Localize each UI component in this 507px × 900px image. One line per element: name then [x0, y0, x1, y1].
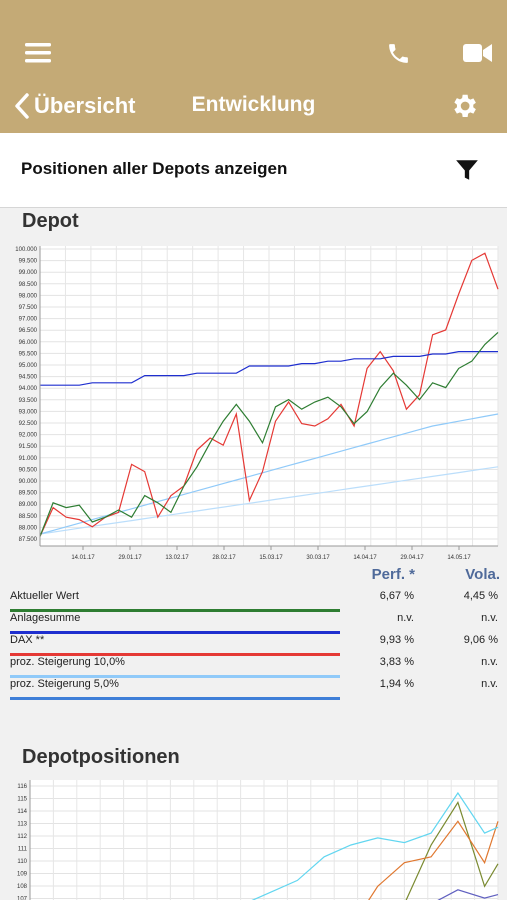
phone-icon[interactable]: [384, 39, 412, 67]
series-line: [39, 252, 499, 537]
legend-name: proz. Steigerung 10,0%: [10, 656, 125, 668]
x-tick-label: 15.03.17: [259, 555, 283, 561]
x-tick-label: 14.01.17: [71, 555, 95, 561]
x-tick-label: 28.02.17: [212, 555, 236, 561]
y-tick-label: 95.500: [19, 351, 38, 357]
y-tick-label: 113: [17, 822, 27, 828]
legend-name: proz. Steigerung 5,0%: [10, 678, 119, 690]
y-tick-label: 116: [17, 784, 27, 790]
depot-chart: 100.000 99.500 99.000 98.500 98.000 97.500 97.…: [15, 246, 499, 561]
legend-vola: n.v.: [481, 612, 498, 624]
x-tick-label: 29.04.17: [400, 555, 424, 561]
series-line: [40, 350, 498, 386]
y-tick-label: 100.000: [15, 247, 37, 253]
y-tick-label: 95.000: [19, 363, 38, 369]
y-tick-label: 114: [17, 809, 27, 815]
menu-icon[interactable]: [24, 40, 52, 66]
legend-row: proz. Steigerung 5,0%: [10, 678, 340, 700]
y-tick-label: 90.500: [19, 467, 38, 473]
y-tick-label: 87.500: [19, 537, 38, 543]
legend-swatch: [10, 697, 340, 700]
y-tick-label: 92.500: [19, 421, 38, 427]
y-tick-label: 108: [17, 884, 28, 890]
app-header: Übersicht Entwicklung: [0, 0, 507, 133]
y-tick-label: 89.500: [19, 491, 38, 497]
legend-swatch: [10, 609, 340, 612]
legend-vola: n.v.: [481, 678, 498, 690]
content-area: Depot 100.000 99.500 99.000 98.500 98.000 97.…: [0, 208, 507, 900]
positions-title: Depotpositionen: [22, 746, 180, 768]
series-line: [39, 331, 499, 537]
y-tick-label: 97.500: [19, 305, 38, 311]
video-icon[interactable]: [462, 40, 494, 66]
col-vola-header: Vola.: [465, 566, 500, 583]
filter-label: Positionen aller Depots anzeigen: [21, 159, 288, 178]
y-tick-label: 94.000: [19, 386, 38, 392]
series-line: [405, 800, 499, 900]
depot-title: Depot: [22, 210, 79, 232]
gear-icon[interactable]: [448, 90, 480, 122]
y-tick-label: 112: [17, 834, 27, 840]
legend-perf: 9,93 %: [379, 634, 414, 646]
positions-chart: 116 115 114 113 112 111 110 109 108 107: [17, 780, 499, 900]
legend-name: Anlagesumme: [10, 612, 81, 624]
x-tick-label: 14.05.17: [447, 555, 471, 561]
back-label: Übersicht: [34, 93, 136, 118]
y-tick-label: 99.000: [19, 270, 38, 276]
legend-row: Aktueller Wert: [10, 590, 340, 612]
x-tick-label: 30.03.17: [306, 555, 330, 561]
legend-perf: 6,67 %: [379, 590, 414, 602]
y-tick-label: 96.500: [19, 328, 38, 334]
legend-perf: 3,83 %: [379, 656, 414, 668]
y-tick-label: 90.000: [19, 479, 38, 485]
y-tick-label: 91.000: [19, 456, 38, 462]
legend-row: Anlagesumme: [10, 612, 340, 634]
y-tick-label: 115: [17, 797, 27, 803]
legend-perf: 1,94 %: [379, 678, 414, 690]
y-tick-label: 91.500: [19, 444, 38, 450]
y-tick-label: 97.000: [19, 317, 38, 323]
x-tick-label: 13.02.17: [165, 555, 189, 561]
legend-vola: 4,45 %: [463, 590, 498, 602]
legend-swatch: [10, 675, 340, 678]
y-tick-label: 93.000: [19, 409, 38, 415]
y-tick-label: 92.000: [19, 433, 38, 439]
legend-row: DAX **: [10, 634, 340, 656]
legend-vola: n.v.: [481, 656, 498, 668]
legend-swatch: [10, 653, 340, 656]
x-tick-label: 14.04.17: [353, 555, 377, 561]
col-perf-header: Perf. *: [371, 566, 415, 583]
y-tick-label: 110: [17, 859, 27, 865]
y-tick-label: 111: [18, 847, 28, 853]
y-tick-label: 98.000: [19, 293, 38, 299]
filter-icon[interactable]: [452, 155, 482, 185]
y-tick-label: 99.500: [19, 259, 38, 265]
filter-bar[interactable]: Positionen aller Depots anzeigen: [0, 133, 507, 208]
series-line: [251, 791, 499, 900]
y-tick-label: 89.000: [19, 502, 38, 508]
series-line: [368, 820, 499, 900]
y-tick-label: 88.500: [19, 514, 38, 520]
legend-name: Aktueller Wert: [10, 590, 79, 602]
legend-vola: 9,06 %: [463, 634, 498, 646]
back-chevron-icon: [15, 93, 29, 119]
y-tick-label: 98.500: [19, 282, 38, 288]
y-tick-label: 94.500: [19, 375, 38, 381]
page-title: Entwicklung: [191, 93, 316, 116]
legend-perf: n.v.: [397, 612, 414, 624]
legend-row: proz. Steigerung 10,0%: [10, 656, 340, 678]
back-button[interactable]: Übersicht: [14, 90, 135, 122]
y-tick-label: 109: [17, 872, 28, 878]
x-tick-label: 29.01.17: [118, 555, 142, 561]
y-tick-label: 96.000: [19, 340, 38, 346]
y-tick-label: 93.500: [19, 398, 38, 404]
legend-swatch: [10, 631, 340, 634]
y-tick-label: 107: [17, 897, 28, 900]
series-line: [39, 466, 499, 535]
legend-name: DAX **: [10, 634, 45, 646]
y-tick-label: 88.000: [19, 525, 38, 531]
